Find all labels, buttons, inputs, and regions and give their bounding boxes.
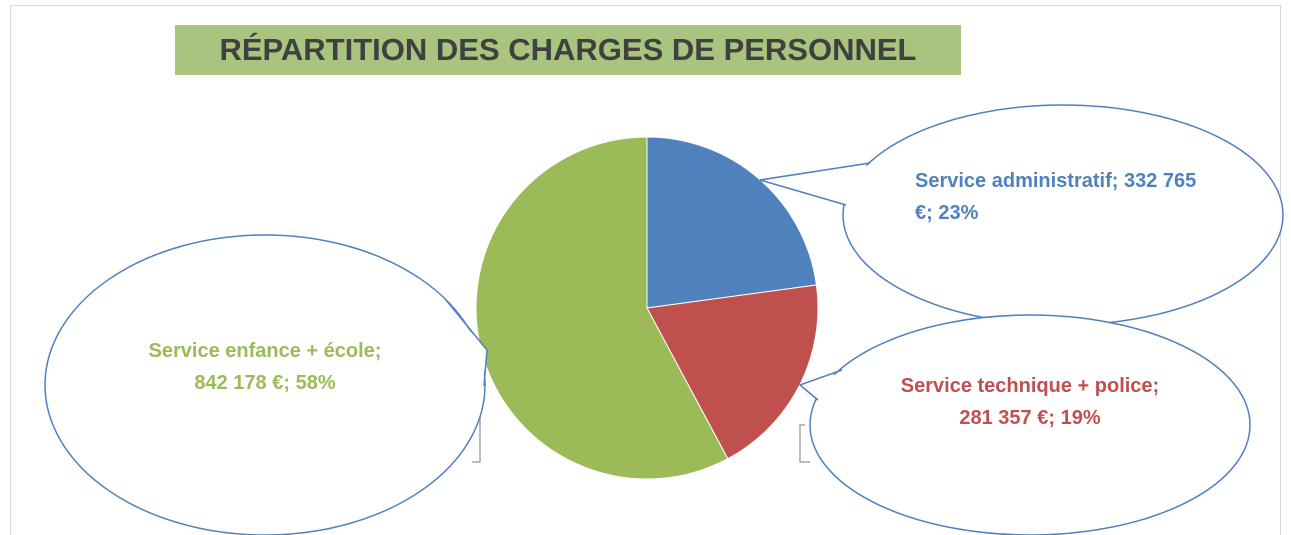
callout	[759, 104, 1284, 326]
pie-slice	[646, 136, 818, 309]
data-label: Service technique + police; 281 357 €; 1…	[900, 375, 1160, 429]
data-label: Service enfance + école; 842 178 €; 58%	[148, 340, 382, 394]
pie	[475, 136, 819, 480]
callout	[44, 234, 488, 535]
callout	[798, 314, 1251, 535]
pie-slice	[646, 284, 819, 460]
data-label: Service administratif; 332 765 €; 23%	[915, 170, 1197, 224]
chart-title: RÉPARTITION DES CHARGES DE PERSONNEL	[175, 25, 961, 75]
leader-line	[799, 424, 810, 463]
